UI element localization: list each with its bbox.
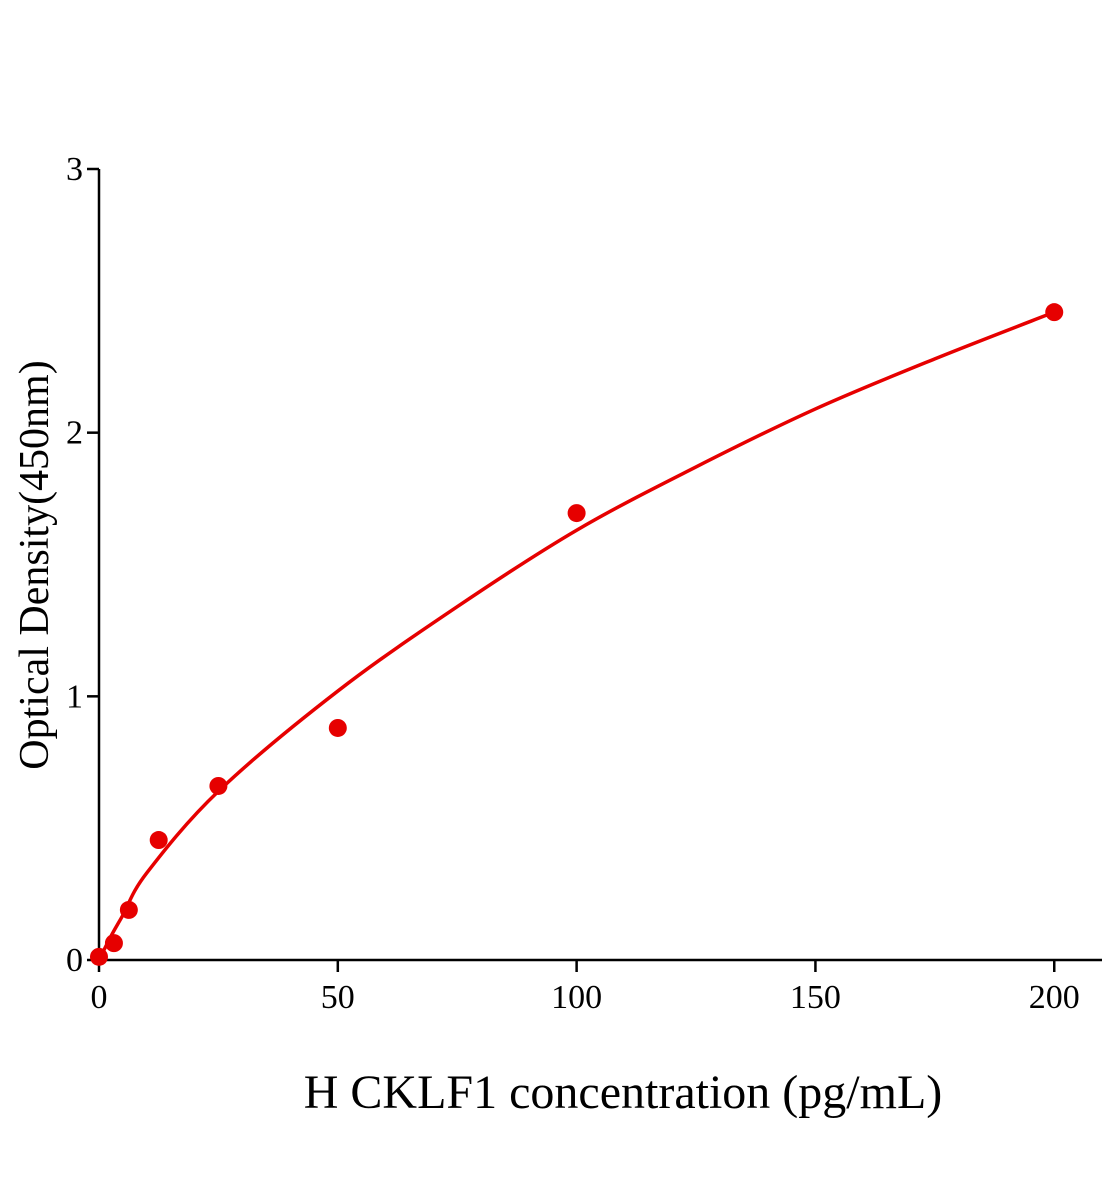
x-tick-label: 50 (321, 979, 355, 1016)
x-axis-title: H CKLF1 concentration (pg/mL) (304, 1066, 943, 1119)
y-tick-label: 0 (66, 942, 83, 979)
fit-curve (97, 310, 1055, 961)
data-point (209, 776, 228, 795)
y-tick-label: 3 (66, 151, 83, 188)
y-tick-label: 2 (66, 415, 83, 452)
data-point (90, 947, 108, 966)
data-point (149, 831, 168, 850)
x-tick-label: 0 (91, 979, 108, 1016)
data-point (104, 934, 123, 953)
x-tick-label: 100 (551, 979, 602, 1016)
y-tick-label: 1 (66, 678, 83, 715)
x-tick-label: 150 (790, 979, 841, 1016)
data-point (1045, 303, 1064, 322)
data-point (119, 900, 138, 919)
data-point (328, 718, 347, 737)
y-axis-title: Optical Density(450nm) (12, 360, 58, 769)
x-tick-label: 200 (1029, 979, 1080, 1016)
data-point (567, 504, 586, 523)
